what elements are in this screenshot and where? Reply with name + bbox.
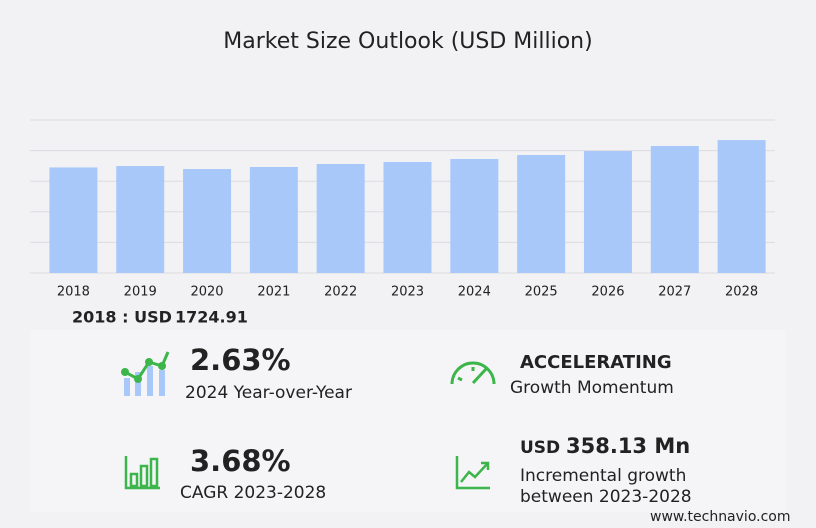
x-tick-label: 2028 [725,285,758,300]
stat-value: ACCELERATING [520,352,672,373]
stat-label: Incremental growth [520,466,686,486]
x-tick-label: 2027 [658,285,691,300]
stat-value: 358.13 Mn [566,434,690,458]
trend-icon [455,456,490,490]
footer: www.technavio.com [650,509,791,525]
x-tick-label: 2025 [525,285,558,300]
stat-label: between 2023-2028 [520,487,692,507]
bar [116,166,165,273]
bar [517,155,566,273]
bar [183,169,232,273]
x-tick-label: 2024 [458,285,491,300]
x-tick-label: 2018 [57,285,90,300]
x-tick-label: 2023 [391,285,424,300]
gauge-icon [450,361,496,385]
stat-unit: USD [520,438,560,458]
x-tick-label: 2026 [591,285,624,300]
bar [650,146,699,273]
bar [49,167,98,273]
x-tick-label: 2020 [190,285,223,300]
stat-label: 2024 Year-over-Year [185,383,352,403]
growth-icon [121,351,170,396]
stat-value: 2.63% [190,343,291,377]
x-tick-label: 2022 [324,285,357,300]
stat-label: Growth Momentum [510,378,674,398]
bar [316,164,365,273]
chart-title: Market Size Outlook (USD Million) [223,29,592,54]
x-tick-label: 2021 [257,285,290,300]
stat-label: CAGR 2023-2028 [180,483,326,503]
stat-value: 3.68% [190,444,291,478]
bar [583,151,632,273]
highlight-value: 1724.91 [175,308,248,327]
bars-icon [124,456,160,490]
bar [383,161,432,273]
highlight-label: 2018 : USD [72,308,172,327]
bar [450,158,499,273]
bar [717,140,766,273]
bar [249,167,298,273]
x-tick-label: 2019 [124,285,157,300]
